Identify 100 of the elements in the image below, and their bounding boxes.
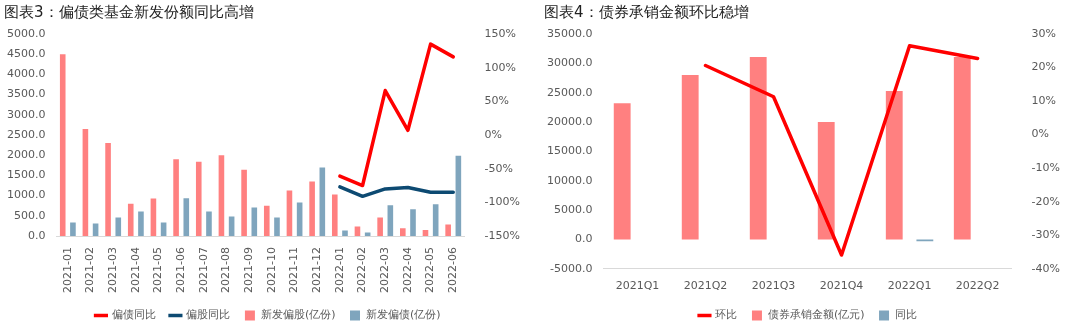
- y-tick-label: 3500.0: [6, 87, 46, 101]
- y-tick-label: 3000.0: [6, 107, 46, 121]
- legend-label: 新发偏股(亿份): [260, 308, 336, 322]
- bar: [206, 211, 212, 237]
- y-tick-label: 1000.0: [6, 188, 46, 202]
- bar: [445, 224, 451, 237]
- y-tick-label: 5000.0: [6, 26, 46, 40]
- bar: [432, 204, 439, 237]
- legend-label: 偏股同比: [186, 308, 231, 322]
- y2-tick-label: 100%: [484, 60, 517, 74]
- y2-tick-label: -20%: [1031, 194, 1060, 208]
- legend-label: 债券承销金额(亿元): [767, 308, 865, 322]
- bar: [127, 203, 134, 237]
- y-tick-label: 4500.0: [6, 47, 46, 61]
- y2-tick-label: -100%: [484, 195, 520, 209]
- y-tick-label: 35000.0: [546, 26, 593, 40]
- x-tick-label: 2021Q1: [615, 279, 660, 293]
- legend-label: 新发偏债(亿份): [366, 308, 441, 322]
- x-tick-label: 2022-05: [423, 247, 437, 294]
- bar: [387, 205, 394, 237]
- x-tick-label: 2021Q3: [751, 279, 796, 293]
- bar: [377, 217, 383, 237]
- bar: [251, 207, 258, 237]
- x-tick-label: 2021-10: [264, 247, 278, 294]
- bar: [138, 211, 144, 237]
- y2-tick-label: 50%: [484, 94, 510, 108]
- y2-tick-label: 20%: [1031, 60, 1057, 74]
- bar: [817, 122, 835, 240]
- bar: [953, 56, 971, 240]
- bar: [613, 103, 631, 240]
- x-tick-label: 2021-04: [128, 247, 142, 294]
- y2-tick-label: -150%: [484, 228, 520, 242]
- y2-tick-label: 0%: [484, 127, 503, 141]
- chart-title: 图表4：债券承销金额环比稳增: [544, 2, 749, 21]
- x-tick-label: 2021-11: [287, 247, 301, 294]
- y-tick-label: 4000.0: [6, 67, 46, 81]
- legend-label: 偏债同比: [111, 308, 156, 322]
- y-tick-label: 25000.0: [546, 85, 593, 99]
- x-tick-label: 2022-01: [332, 247, 346, 294]
- y2-tick-label: -40%: [1031, 261, 1060, 275]
- bar: [286, 190, 293, 237]
- bar: [228, 216, 235, 237]
- bar: [150, 198, 157, 237]
- y2-tick-label: -50%: [484, 161, 513, 175]
- y2-tick-label: 0%: [1031, 127, 1050, 141]
- y2-tick-label: 30%: [1031, 26, 1057, 40]
- bar: [173, 159, 179, 237]
- x-tick-label: 2022-06: [446, 247, 460, 294]
- bar: [263, 205, 270, 237]
- x-tick-label: 2021Q2: [683, 279, 728, 293]
- bar: [241, 169, 247, 237]
- x-tick-label: 2021-06: [174, 247, 188, 294]
- x-tick-label: 2022Q1: [887, 279, 932, 293]
- x-tick-label: 2021-01: [60, 247, 74, 294]
- y2-tick-label: 150%: [484, 26, 517, 40]
- x-tick-label: 2021-08: [219, 247, 233, 294]
- y-tick-label: 1500.0: [6, 168, 46, 182]
- bar: [885, 90, 903, 240]
- x-tick-label: 2021-09: [242, 247, 256, 294]
- bar: [309, 181, 315, 237]
- y-tick-label: 2500.0: [6, 127, 46, 141]
- bar: [681, 75, 699, 240]
- legend-label: 环比: [715, 308, 738, 322]
- y-tick-label: 10000.0: [546, 173, 593, 187]
- chart-title: 图表3：偏债类基金新发份额同比高增: [4, 2, 254, 21]
- bar: [400, 228, 406, 237]
- bar: [410, 209, 416, 237]
- y-tick-label: 15000.0: [546, 144, 593, 158]
- bar: [749, 56, 767, 240]
- x-tick-label: 2022Q2: [955, 279, 1000, 293]
- x-tick-label: 2021-07: [196, 247, 210, 294]
- x-tick-label: 2022-02: [355, 247, 369, 294]
- x-tick-label: 2022-03: [378, 247, 392, 294]
- bar: [342, 230, 348, 237]
- y-tick-label: -5000.0: [550, 261, 593, 275]
- x-tick-label: 2021-03: [106, 247, 120, 294]
- bar: [59, 54, 66, 237]
- x-tick-label: 2021-02: [83, 247, 97, 294]
- y-tick-label: 30000.0: [546, 56, 593, 70]
- x-tick-label: 2022-04: [400, 247, 414, 294]
- bar: [274, 217, 280, 237]
- y2-tick-label: -30%: [1031, 228, 1060, 242]
- bar: [422, 230, 429, 237]
- y2-tick-label: -10%: [1031, 161, 1060, 175]
- y-tick-label: 500.0: [13, 208, 46, 222]
- y-tick-label: 0.0: [574, 232, 593, 246]
- y2-tick-label: 10%: [1031, 93, 1057, 107]
- y-tick-label: 20000.0: [546, 114, 593, 128]
- bar: [70, 222, 76, 237]
- y-tick-label: 2000.0: [6, 148, 46, 162]
- y-tick-label: 5000.0: [553, 202, 593, 216]
- bar: [115, 217, 122, 237]
- x-tick-label: 2021-05: [151, 247, 165, 294]
- bar: [331, 194, 338, 237]
- x-tick-label: 2021-12: [310, 247, 324, 294]
- bar: [195, 161, 202, 237]
- legend-label: 同比: [895, 308, 918, 322]
- bar: [183, 198, 190, 237]
- bar: [160, 222, 167, 237]
- y-tick-label: 0.0: [27, 228, 46, 242]
